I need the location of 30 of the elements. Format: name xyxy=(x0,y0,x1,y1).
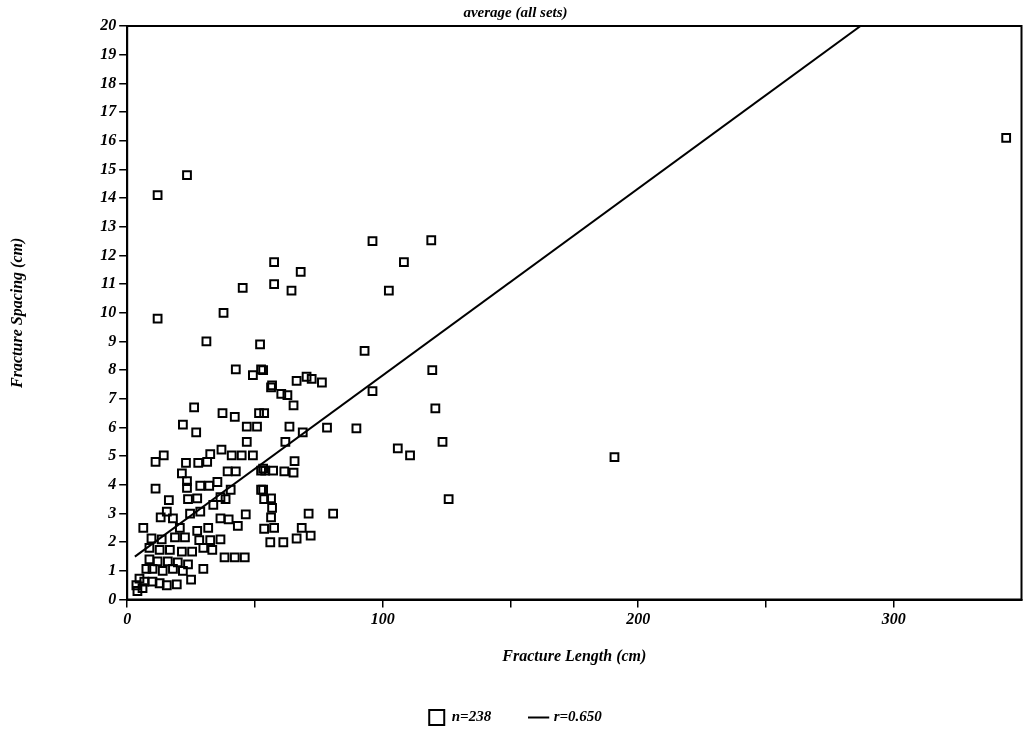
y-tick-label: 0 xyxy=(108,589,117,607)
x-tick-label: 200 xyxy=(625,610,651,628)
y-tick-label: 16 xyxy=(100,130,117,148)
y-tick-label: 20 xyxy=(99,16,117,34)
y-tick-label: 6 xyxy=(108,417,117,435)
y-tick-label: 12 xyxy=(100,245,117,263)
x-tick-label: 0 xyxy=(123,610,132,628)
legend-label: n=238 xyxy=(451,708,492,725)
x-tick-label: 300 xyxy=(880,610,906,628)
y-tick-label: 9 xyxy=(108,331,117,349)
y-tick-label: 7 xyxy=(108,388,118,406)
y-tick-label: 11 xyxy=(101,274,117,292)
y-tick-label: 1 xyxy=(108,561,117,579)
y-tick-label: 15 xyxy=(100,159,117,177)
y-axis-title: Fracture Spacing (cm) xyxy=(7,237,26,389)
chart-title: average (all sets) xyxy=(463,3,568,21)
y-tick-label: 14 xyxy=(100,188,117,206)
y-tick-label: 17 xyxy=(100,102,118,120)
x-tick-label: 100 xyxy=(370,610,395,628)
y-tick-label: 4 xyxy=(107,475,117,493)
y-tick-label: 19 xyxy=(100,44,117,62)
y-tick-label: 5 xyxy=(108,446,117,464)
x-axis-title: Fracture Length (cm) xyxy=(501,646,647,665)
y-tick-label: 13 xyxy=(100,216,117,234)
y-tick-label: 2 xyxy=(107,532,117,550)
legend-label: r=0.650 xyxy=(553,708,603,725)
y-tick-label: 18 xyxy=(100,73,117,91)
y-tick-label: 8 xyxy=(108,360,117,378)
y-tick-label: 3 xyxy=(107,503,117,521)
y-tick-label: 10 xyxy=(100,302,117,320)
